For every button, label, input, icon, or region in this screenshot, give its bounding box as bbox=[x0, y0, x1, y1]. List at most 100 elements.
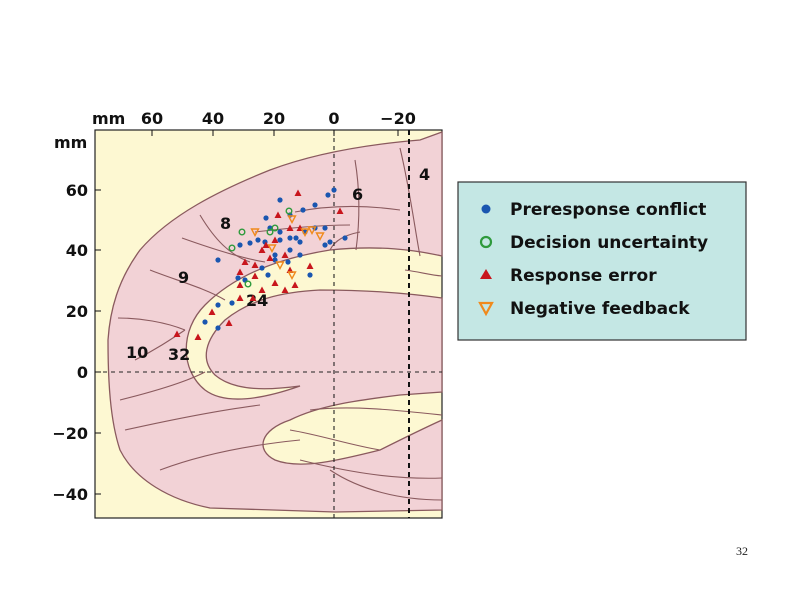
preresponse-conflict-marker bbox=[255, 237, 261, 243]
response-error-marker bbox=[281, 286, 289, 293]
preresponse-conflict-marker bbox=[263, 215, 269, 221]
decision-uncertainty-marker bbox=[285, 207, 293, 215]
decision-uncertainty-marker bbox=[228, 244, 236, 252]
decision-uncertainty-marker bbox=[271, 224, 279, 232]
y-tick-label: −20 bbox=[52, 424, 88, 443]
preresponse-conflict-marker bbox=[215, 257, 221, 263]
y-tick-label: 0 bbox=[77, 363, 88, 382]
y-ticks: 60 40 20 0 −20 −40 bbox=[52, 181, 101, 504]
response-error-marker bbox=[266, 254, 274, 261]
response-error-marker bbox=[258, 286, 266, 293]
preresponse-conflict-marker bbox=[293, 235, 299, 241]
legend: Preresponse conflict Decision uncertaint… bbox=[457, 181, 747, 341]
legend-label: Decision uncertainty bbox=[510, 233, 708, 253]
response-error-marker bbox=[286, 224, 294, 231]
x-tick-label: −20 bbox=[380, 109, 416, 128]
y-tick-label: −40 bbox=[52, 485, 88, 504]
response-error-marker bbox=[251, 261, 259, 268]
sulci-lines bbox=[117, 147, 443, 501]
region-label: 8 bbox=[220, 214, 231, 233]
x-tick-label: 0 bbox=[328, 109, 339, 128]
legend-marker-error bbox=[480, 269, 492, 279]
preresponse-conflict-marker bbox=[287, 247, 293, 253]
x-unit-label: mm bbox=[92, 109, 125, 128]
x-tick-label: 20 bbox=[263, 109, 285, 128]
response-error-marker bbox=[336, 207, 344, 214]
preresponse-conflict-marker bbox=[215, 302, 221, 308]
y-tick-label: 40 bbox=[66, 241, 88, 260]
response-error-marker bbox=[281, 251, 289, 258]
negative-feedback-marker bbox=[250, 228, 260, 237]
preresponse-conflict-marker bbox=[300, 207, 306, 213]
negative-feedback-marker bbox=[275, 261, 285, 270]
preresponse-conflict-marker bbox=[297, 252, 303, 258]
preresponse-conflict-marker bbox=[277, 237, 283, 243]
legend-marker-decision bbox=[479, 235, 493, 249]
response-error-marker bbox=[251, 272, 259, 279]
preresponse-conflict-marker bbox=[277, 197, 283, 203]
preresponse-conflict-marker bbox=[312, 202, 318, 208]
negative-feedback-marker bbox=[287, 271, 297, 280]
preresponse-conflict-marker bbox=[297, 239, 303, 245]
negative-feedback-marker bbox=[307, 226, 317, 235]
response-error-marker bbox=[236, 268, 244, 275]
decision-uncertainty-marker bbox=[238, 228, 246, 236]
response-error-marker bbox=[306, 262, 314, 269]
response-error-marker bbox=[271, 236, 279, 243]
region-label: 24 bbox=[246, 291, 268, 310]
region-label: 9 bbox=[178, 268, 189, 287]
response-error-marker bbox=[271, 279, 279, 286]
response-error-marker bbox=[262, 241, 270, 248]
response-error-marker bbox=[249, 294, 257, 301]
response-error-marker bbox=[208, 308, 216, 315]
legend-marker-preresponse bbox=[481, 204, 491, 214]
response-error-marker bbox=[274, 211, 282, 218]
response-error-marker bbox=[194, 333, 202, 340]
preresponse-conflict-marker bbox=[229, 300, 235, 306]
preresponse-conflict-marker bbox=[322, 225, 328, 231]
preresponse-conflict-marker bbox=[325, 192, 331, 198]
response-error-marker bbox=[173, 330, 181, 337]
legend-marker-feedback bbox=[478, 301, 494, 317]
x-tick-label: 60 bbox=[141, 109, 163, 128]
preresponse-conflict-marker bbox=[265, 272, 271, 278]
response-error-marker bbox=[225, 319, 233, 326]
negative-feedback-marker bbox=[287, 215, 297, 224]
legend-label: Negative feedback bbox=[510, 299, 690, 319]
preresponse-conflict-marker bbox=[342, 235, 348, 241]
y-unit-label: mm bbox=[54, 133, 87, 152]
region-label: 6 bbox=[352, 185, 363, 204]
response-error-marker bbox=[258, 246, 266, 253]
preresponse-conflict-marker bbox=[322, 242, 328, 248]
preresponse-conflict-marker bbox=[259, 265, 265, 271]
preresponse-conflict-marker bbox=[237, 242, 243, 248]
preresponse-conflict-marker bbox=[202, 319, 208, 325]
response-error-marker bbox=[241, 258, 249, 265]
legend-label: Response error bbox=[510, 266, 657, 286]
region-label: 32 bbox=[168, 345, 190, 364]
preresponse-conflict-marker bbox=[235, 275, 241, 281]
preresponse-conflict-marker bbox=[247, 240, 253, 246]
preresponse-conflict-marker bbox=[215, 325, 221, 331]
legend-label: Preresponse conflict bbox=[510, 200, 706, 220]
response-error-marker bbox=[291, 281, 299, 288]
preresponse-conflict-marker bbox=[287, 235, 293, 241]
y-tick-label: 60 bbox=[66, 181, 88, 200]
preresponse-conflict-marker bbox=[272, 252, 278, 258]
x-ticks: 60 40 20 0 −20 bbox=[141, 109, 416, 136]
response-error-marker bbox=[236, 294, 244, 301]
region-label: 10 bbox=[126, 343, 148, 362]
activation-markers bbox=[173, 187, 348, 340]
x-tick-label: 40 bbox=[202, 109, 224, 128]
response-error-marker bbox=[294, 189, 302, 196]
region-label: 4 bbox=[419, 165, 430, 184]
slide-page-number: 32 bbox=[736, 544, 748, 558]
preresponse-conflict-marker bbox=[277, 229, 283, 235]
decision-uncertainty-marker bbox=[266, 228, 274, 236]
negative-feedback-marker bbox=[267, 244, 277, 253]
negative-feedback-marker bbox=[315, 232, 325, 241]
preresponse-conflict-marker bbox=[307, 272, 313, 278]
preresponse-conflict-marker bbox=[331, 187, 337, 193]
preresponse-conflict-marker bbox=[327, 239, 333, 245]
